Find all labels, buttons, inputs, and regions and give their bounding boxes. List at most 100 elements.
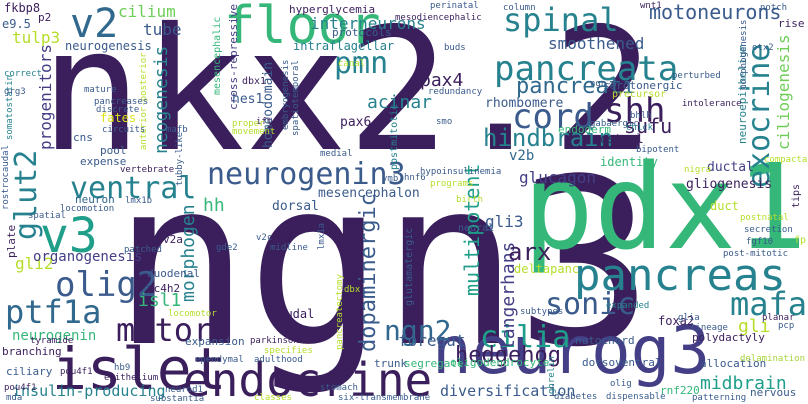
word-floor: floor	[224, 0, 381, 56]
word-column: column	[503, 3, 536, 13]
word-medial: medial	[320, 149, 353, 159]
word-fates: fates	[100, 111, 137, 125]
word-discrete: discrete	[96, 105, 140, 115]
word-classes: classes	[254, 393, 292, 403]
word-smoothened: smoothened	[548, 34, 645, 53]
word-isl1: isl1	[138, 290, 182, 311]
word-fgf10: fgf10	[746, 237, 774, 247]
word-nkx2-2: nkx2.2	[40, 0, 655, 190]
word-subtypes: subtypes	[520, 307, 564, 317]
word-shh: shh	[604, 91, 666, 131]
word-cross-repressive: cross-repressive	[227, 4, 240, 110]
word-hyperglycemia: hyperglycemia	[289, 3, 376, 16]
word-segregate: segregate	[404, 357, 464, 370]
word-v2b: v2b	[509, 148, 535, 164]
word-protocols: protocols	[332, 26, 392, 39]
word-neural: neural	[458, 223, 495, 234]
word-movement: movement	[232, 127, 276, 137]
word-expense: expense	[80, 155, 127, 168]
word-pax6: pax6	[340, 115, 372, 130]
word-cns: cns	[73, 131, 93, 144]
word-cilia: cilia	[480, 320, 571, 355]
word-duct: duct	[710, 199, 739, 213]
word-motor: motor	[116, 311, 213, 349]
word-lmx1b: lmx1b	[125, 196, 153, 206]
word-pancreases: pancreases	[94, 97, 149, 107]
word-organogenesis: organogenesis	[33, 249, 143, 265]
word-zc4h2: zc4h2	[147, 282, 181, 295]
word-branching: branching	[2, 345, 62, 358]
word-vertebrate: vertebrate	[120, 165, 175, 175]
word-correct: correct	[4, 69, 42, 79]
word-compacta: compacta	[764, 155, 808, 165]
word-nigra: nigra	[684, 165, 712, 175]
word-gliogenesis: gliogenesis	[686, 177, 773, 192]
word-foxa2: foxa2	[658, 314, 695, 328]
word-deltapanc: deltapanc	[514, 262, 580, 276]
word-dispensable: dispensable	[606, 392, 666, 402]
word-arx: arx	[508, 238, 552, 266]
word-mesencephalic: mesencephalic	[212, 16, 223, 95]
word-diversification: diversification	[440, 382, 576, 400]
word-dopaminergic: dopaminergic	[356, 193, 381, 352]
word-islet: islet	[52, 335, 227, 403]
word-cord: cord	[512, 97, 594, 137]
word-ghrelin: ghrelin	[547, 356, 557, 394]
word-parkinson: parkinson	[250, 336, 299, 346]
word-ventral: ventral	[70, 171, 197, 206]
word-neogenesis: neogenesis	[151, 45, 172, 154]
word-redundancy: redundancy	[428, 87, 483, 97]
word-mafa: mafa	[729, 285, 807, 323]
word-neuron: neuron	[75, 193, 115, 206]
word-smo: smo	[436, 117, 453, 127]
word-cilium: cilium	[118, 2, 176, 21]
word-nervous: nervous	[750, 386, 797, 399]
word-olig2: olig2	[55, 265, 158, 305]
word-otx2: otx2	[752, 43, 774, 53]
word-lineage: lineage	[690, 323, 728, 333]
word-midbrain: midbrain	[700, 373, 787, 394]
word-perturbed: perturbed	[672, 71, 721, 81]
word-motoneurons: motoneurons	[649, 0, 782, 24]
word-pcp: pcp	[778, 321, 795, 331]
word-endocrine: endocrine	[183, 353, 433, 404]
word-bhlh: bhlh	[630, 111, 652, 121]
word-secretion: secretion	[744, 225, 793, 235]
word-hindbrain: hindbrain	[483, 124, 614, 152]
word-oligodendrocyte: oligodendrocyte	[450, 356, 550, 369]
word-neurogenesis: neurogenesis	[65, 39, 152, 53]
word-specifies: specifies	[264, 346, 313, 356]
word-mesodiencephalic: mesodiencephalic	[395, 13, 482, 23]
word-v3: v3	[40, 208, 98, 264]
word-substantia: substantia	[150, 394, 205, 404]
word-locomotor: locomotor	[168, 309, 217, 319]
word-pou4f1: pou4f1	[4, 383, 37, 393]
word-epithelium: epithelium	[104, 373, 159, 383]
word-sufu: sufu	[624, 114, 673, 138]
word-ciliary: ciliary	[6, 365, 53, 378]
word-gde2: gde2	[216, 243, 238, 253]
word-glia: glia	[678, 313, 700, 323]
word-notch: notch	[760, 3, 788, 13]
word-rostrocaudal: rostrocaudal	[1, 144, 11, 210]
word-neurod1: neurod1	[165, 385, 203, 395]
word-dorsal: dorsal	[272, 199, 319, 214]
word-glutamatergic: glutamatergic	[404, 227, 415, 306]
word-trunk: trunk	[374, 357, 408, 370]
word-mesencephalon: mesencephalon	[318, 186, 420, 201]
word-dbx1: dbx1	[242, 76, 267, 87]
word-fp: fp	[794, 235, 807, 246]
word-ngn-3: ngn-3	[590, 79, 618, 89]
word-ift: ift	[256, 117, 273, 127]
word-adulthood: adulthood	[254, 355, 303, 365]
word-sonic: sonic	[545, 287, 636, 322]
word-vmb: vmb	[382, 174, 399, 184]
word-chick: chick	[626, 123, 654, 133]
word-embryogenesis: embryogenesis	[281, 59, 291, 130]
word-mda: mda	[6, 393, 23, 403]
word-ciliogenesis: ciliogenesis	[774, 34, 793, 150]
word-neurogenin: neurogenin	[12, 328, 97, 344]
word-lmx1a: lmx1a	[317, 222, 327, 250]
word-postnatal: postnatal	[740, 213, 789, 223]
